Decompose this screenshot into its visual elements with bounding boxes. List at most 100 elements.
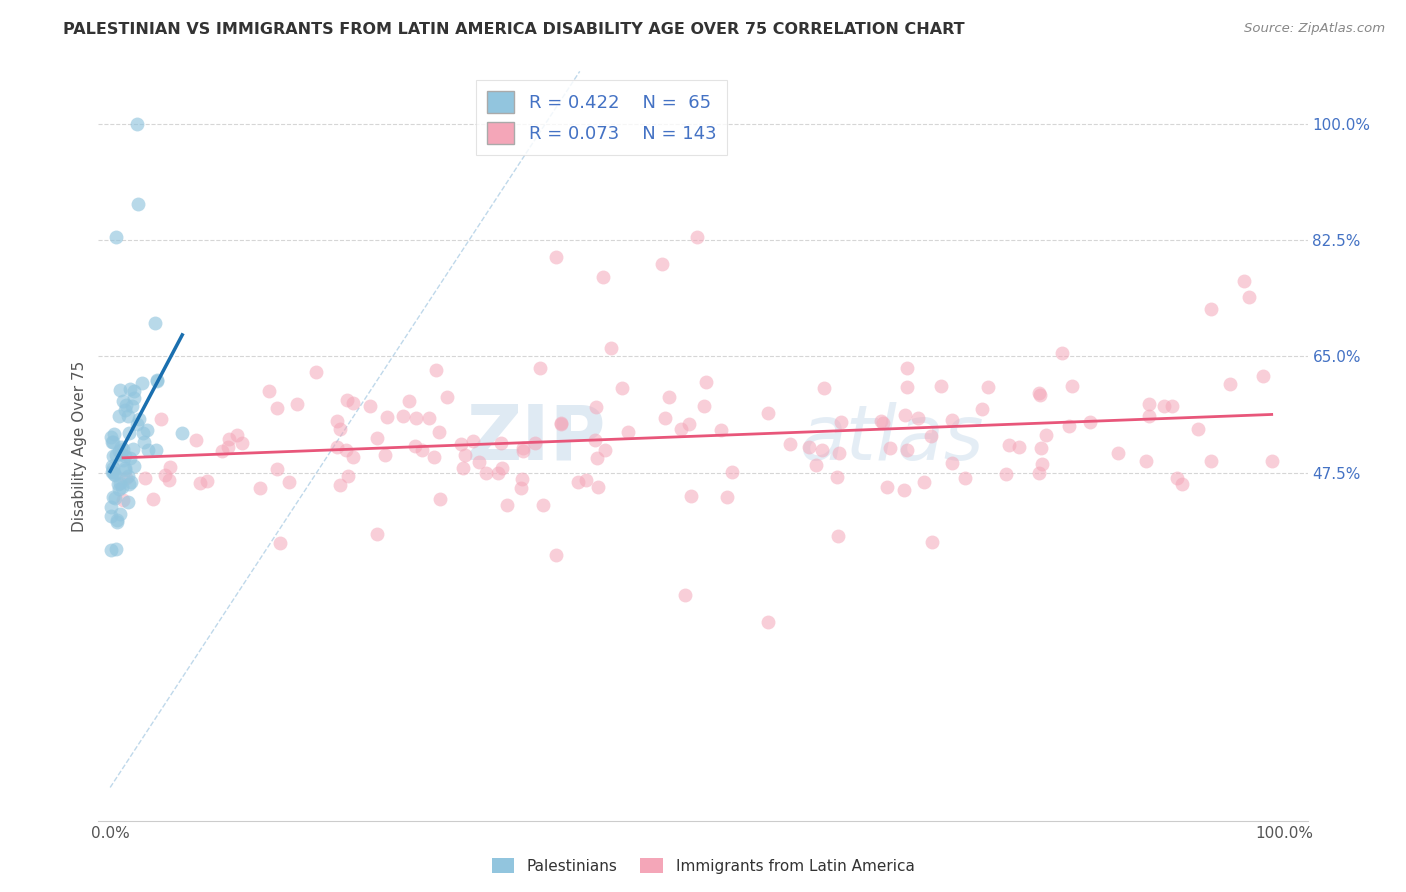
Point — [122, 391, 145, 405]
Point — [134, 435, 156, 450]
Point — [512, 444, 534, 458]
Point — [695, 376, 717, 390]
Point — [184, 433, 207, 447]
Point — [392, 409, 415, 423]
Text: PALESTINIAN VS IMMIGRANTS FROM LATIN AMERICA DISABILITY AGE OVER 75 CORRELATION : PALESTINIAN VS IMMIGRANTS FROM LATIN AME… — [63, 22, 965, 37]
Point — [512, 441, 534, 455]
Point — [779, 437, 801, 451]
Point — [115, 470, 138, 484]
Point — [108, 409, 131, 423]
Point — [583, 434, 606, 448]
Point — [1160, 399, 1182, 413]
Point — [104, 491, 127, 505]
Point — [893, 483, 915, 498]
Point — [335, 442, 357, 457]
Point — [828, 445, 851, 459]
Point — [266, 401, 288, 416]
Point — [468, 455, 491, 469]
Point — [100, 542, 122, 557]
Point — [285, 397, 308, 411]
Point — [117, 495, 139, 509]
Point — [100, 435, 122, 450]
Point — [550, 417, 572, 432]
Point — [111, 442, 134, 456]
Point — [804, 458, 827, 472]
Point — [756, 406, 779, 420]
Point — [575, 473, 598, 487]
Point — [134, 471, 156, 485]
Point — [475, 466, 498, 480]
Point — [510, 481, 533, 495]
Point — [427, 425, 450, 440]
Point — [610, 381, 633, 395]
Point — [114, 460, 136, 475]
Point — [104, 541, 127, 556]
Point — [100, 465, 122, 479]
Point — [567, 475, 589, 490]
Point — [136, 423, 159, 437]
Point — [121, 442, 143, 457]
Point — [404, 439, 426, 453]
Point — [489, 436, 512, 450]
Point — [921, 535, 943, 549]
Point — [108, 383, 131, 397]
Point — [592, 269, 614, 284]
Y-axis label: Disability Age Over 75: Disability Age Over 75 — [72, 360, 87, 532]
Point — [127, 197, 149, 211]
Point — [1029, 441, 1052, 455]
Point — [686, 230, 709, 244]
Point — [1107, 446, 1129, 460]
Point — [366, 431, 388, 445]
Point — [1137, 409, 1160, 424]
Point — [1153, 399, 1175, 413]
Point — [188, 476, 211, 491]
Point — [673, 588, 696, 602]
Point — [617, 425, 640, 440]
Point — [586, 480, 609, 494]
Point — [114, 402, 136, 417]
Point — [879, 441, 901, 455]
Point — [1028, 386, 1050, 401]
Point — [450, 437, 472, 451]
Point — [172, 425, 194, 440]
Point — [326, 440, 349, 454]
Point — [145, 442, 167, 457]
Point — [329, 478, 352, 492]
Point — [101, 450, 124, 464]
Point — [941, 456, 963, 470]
Point — [131, 376, 153, 391]
Point — [998, 438, 1021, 452]
Point — [117, 409, 139, 423]
Point — [136, 442, 159, 457]
Point — [529, 361, 551, 376]
Point — [429, 491, 451, 506]
Point — [977, 380, 1000, 394]
Point — [114, 463, 136, 477]
Point — [375, 409, 398, 424]
Point — [411, 442, 433, 457]
Point — [117, 476, 139, 491]
Point — [1187, 422, 1209, 436]
Point — [374, 448, 396, 462]
Point — [104, 468, 127, 483]
Point — [436, 390, 458, 404]
Point — [197, 475, 219, 489]
Point — [593, 443, 616, 458]
Text: atlas: atlas — [800, 401, 984, 475]
Point — [1050, 346, 1073, 360]
Point — [756, 615, 779, 629]
Point — [1031, 457, 1053, 471]
Point — [658, 390, 681, 404]
Point — [218, 432, 240, 446]
Point — [1028, 466, 1050, 480]
Point — [142, 491, 165, 506]
Point — [105, 513, 128, 527]
Point — [118, 451, 141, 466]
Point — [398, 393, 420, 408]
Point — [225, 428, 247, 442]
Point — [454, 448, 477, 462]
Point — [211, 444, 233, 458]
Point — [1029, 388, 1052, 402]
Point — [830, 415, 852, 429]
Point — [125, 417, 148, 432]
